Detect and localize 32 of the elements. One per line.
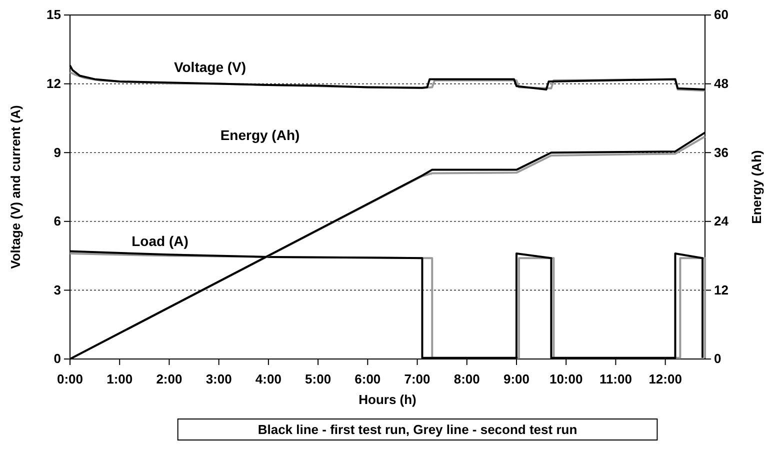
y2-tick-label: 36 xyxy=(714,144,728,160)
x-tick-label: 9:00 xyxy=(503,372,530,387)
x-tick-label: 1:00 xyxy=(106,372,133,387)
x-tick-label: 6:00 xyxy=(354,372,381,387)
y-tick-label: 9 xyxy=(54,144,61,160)
y-tick-label: 6 xyxy=(54,214,61,229)
x-tick-label: 10:00 xyxy=(549,372,583,387)
x-tick-label: 2:00 xyxy=(156,372,182,387)
y-tick-label: 0 xyxy=(54,351,61,366)
y2-tick-label: 12 xyxy=(714,282,728,298)
x-axis-title: Hours (h) xyxy=(358,392,416,407)
y2-tick-label: 24 xyxy=(714,214,730,229)
x-tick-label: 5:00 xyxy=(305,372,332,387)
y2-tick-label: 60 xyxy=(714,7,728,22)
y-axis-title: Voltage (V) and current (A) xyxy=(8,105,23,269)
x-tick-label: 3:00 xyxy=(206,372,232,387)
y2-tick-label: 0 xyxy=(714,351,722,366)
x-tick-label: 8:00 xyxy=(454,372,480,387)
text: Black line - first test run, Grey line - second test run xyxy=(258,422,578,437)
annotation: Load (A) xyxy=(132,233,188,249)
y2-axis-title: Energy (Ah) xyxy=(749,150,764,224)
x-tick-label: 11:00 xyxy=(599,372,632,387)
y-tick-label: 3 xyxy=(54,282,61,298)
y2-tick-label: 48 xyxy=(714,76,728,91)
x-tick-label: 0:00 xyxy=(56,372,84,387)
x-tick-label: 7:00 xyxy=(404,372,430,387)
x-tick-label: 12:00 xyxy=(648,372,682,387)
annotation: Energy (Ah) xyxy=(220,127,300,143)
y-tick-label: 15 xyxy=(46,7,61,22)
x-tick-label: 4:00 xyxy=(255,372,282,387)
y-tick-label: 12 xyxy=(46,76,61,91)
annotation: Voltage (V) xyxy=(174,59,246,75)
